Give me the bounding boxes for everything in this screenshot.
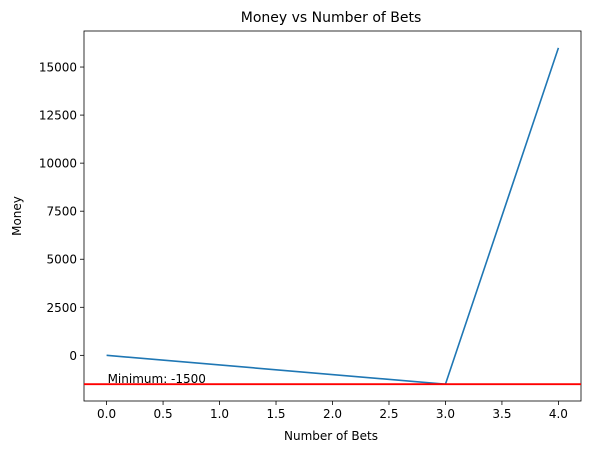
x-tick-label: 2.0 bbox=[323, 407, 342, 421]
plot-marks: Minimum: -1500 bbox=[84, 47, 581, 386]
x-tick-label: 0.0 bbox=[97, 407, 116, 421]
series-line bbox=[106, 47, 560, 385]
y-tick-label: 5000 bbox=[46, 253, 77, 267]
plot-area bbox=[83, 30, 582, 402]
x-tick-label: 4.0 bbox=[549, 407, 568, 421]
x-axis-label: Number of Bets bbox=[284, 429, 378, 443]
y-tick-label: 12500 bbox=[39, 109, 77, 123]
x-tick-label: 0.5 bbox=[154, 407, 173, 421]
x-tick-label: 1.5 bbox=[266, 407, 285, 421]
x-tick-label: 3.5 bbox=[492, 407, 511, 421]
x-tick-label: 3.0 bbox=[436, 407, 455, 421]
chart-title: Money vs Number of Bets bbox=[241, 10, 422, 26]
y-tick-label: 7500 bbox=[46, 205, 77, 219]
x-axis: 0.0 0.5 1.0 1.5 2.0 2.5 3.0 3.5 4.0 bbox=[97, 401, 568, 421]
x-tick-label: 2.5 bbox=[379, 407, 398, 421]
y-tick-label: 0 bbox=[69, 349, 77, 363]
y-tick-label: 10000 bbox=[39, 157, 77, 171]
y-axis-label: Money bbox=[10, 196, 24, 236]
y-axis: 0 2500 5000 7500 10000 12500 15000 bbox=[39, 61, 84, 363]
x-tick-label: 1.0 bbox=[210, 407, 229, 421]
y-tick-label: 2500 bbox=[46, 301, 77, 315]
minimum-annotation: Minimum: -1500 bbox=[108, 372, 206, 386]
y-tick-label: 15000 bbox=[39, 61, 77, 75]
